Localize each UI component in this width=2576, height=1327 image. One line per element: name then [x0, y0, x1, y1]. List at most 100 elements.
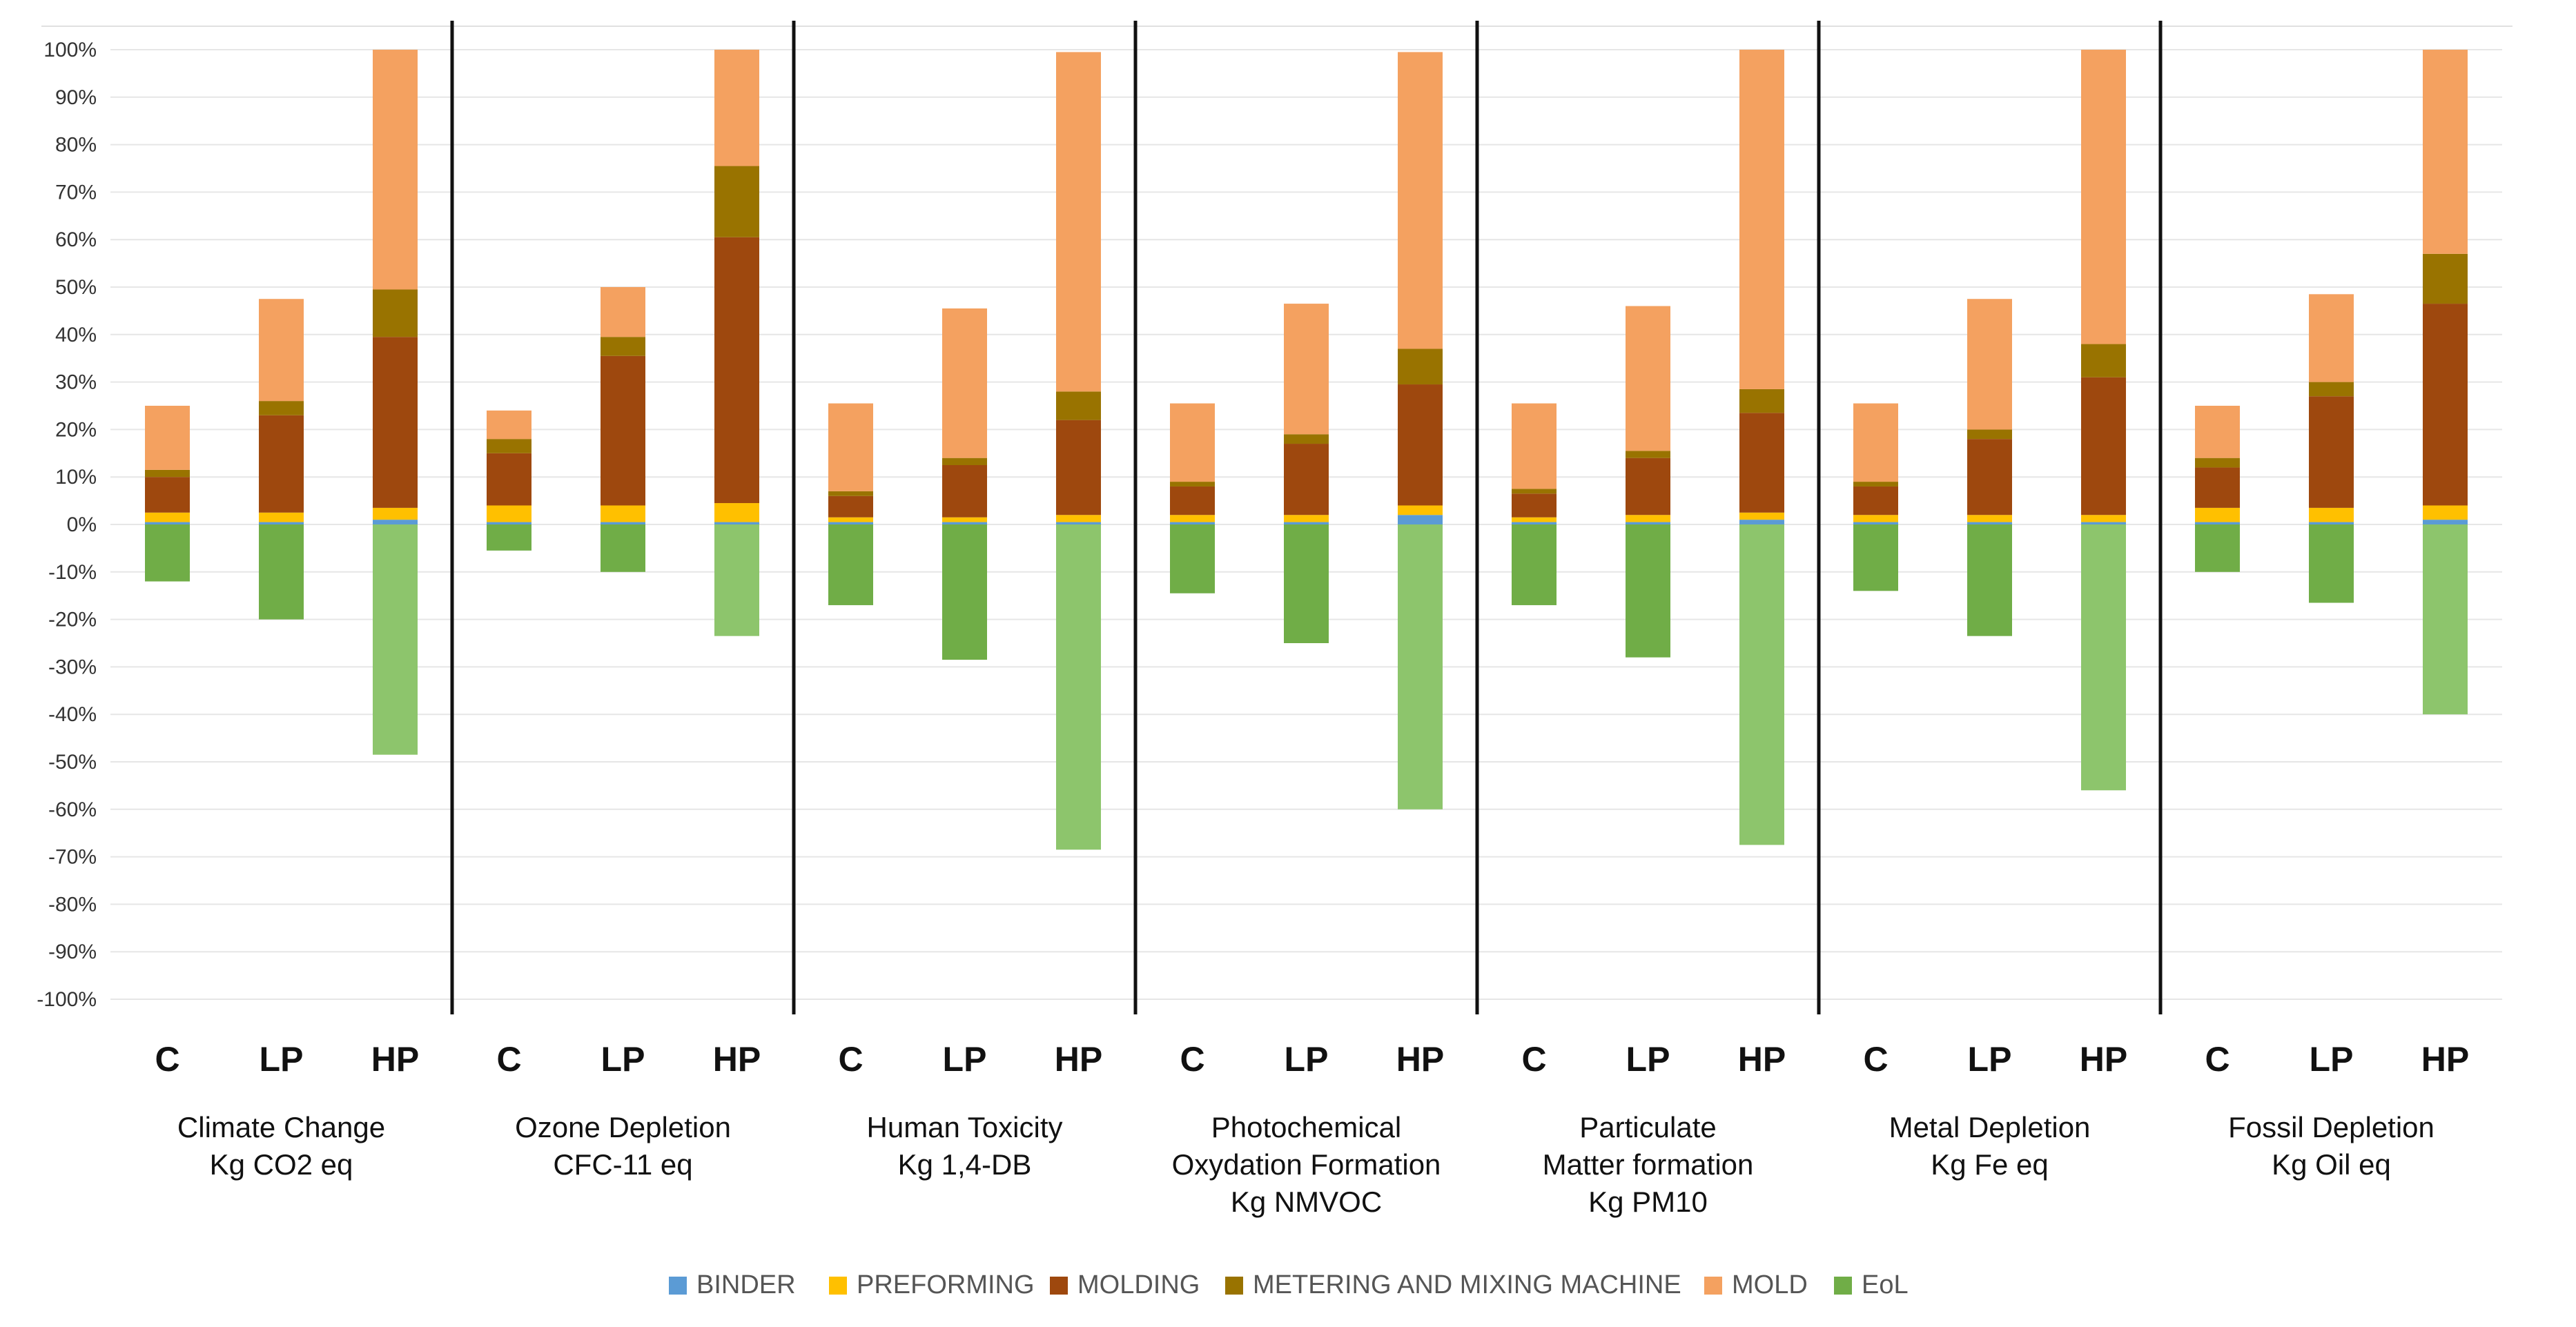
bar-segment-binder-lp: [942, 522, 987, 524]
legend-label-molding: MOLDING: [1077, 1270, 1200, 1299]
bar-segment-binder-lp: [259, 522, 304, 524]
category-label: LP: [1968, 1040, 2012, 1079]
bar-segment-eol-hp: [1398, 524, 1443, 809]
bar-segment-binder-lp: [2309, 522, 2354, 524]
category-label: C: [496, 1040, 521, 1079]
y-tick-label: -80%: [48, 893, 97, 916]
bar-segment-eol-lp: [942, 524, 987, 660]
bar-segment-eol-hp: [2423, 524, 2468, 715]
bar-segment-mold-lp: [942, 308, 987, 458]
y-tick-label: 50%: [55, 276, 97, 299]
bar-segment-preforming-hp: [714, 503, 759, 522]
bar-segment-binder-hp: [1056, 522, 1101, 524]
bar-segment-preforming-c: [2195, 507, 2240, 522]
group-title-line: Climate Change: [177, 1111, 385, 1143]
bar-segment-preforming-hp: [2081, 515, 2126, 522]
bar-segment-metering-and-mixing-machine-lp: [601, 337, 645, 356]
legend-swatch-eol: [1834, 1277, 1852, 1295]
group-title-line: Photochemical: [1211, 1111, 1401, 1143]
y-tick-label: -100%: [37, 988, 97, 1011]
bar-segment-eol-lp: [1626, 524, 1670, 658]
bar-segment-metering-and-mixing-machine-c: [1853, 482, 1898, 486]
legend-label-eol: EoL: [1862, 1270, 1909, 1299]
bar-segment-mold-hp: [1056, 52, 1101, 392]
bar-segment-molding-c: [487, 453, 531, 506]
category-label: LP: [1285, 1040, 1329, 1079]
bar-segment-metering-and-mixing-machine-lp: [1967, 429, 2012, 440]
bar-segment-molding-lp: [1284, 444, 1329, 515]
bar-segment-metering-and-mixing-machine-hp: [373, 289, 418, 337]
bar-segment-molding-hp: [1398, 384, 1443, 506]
bar-segment-binder-c: [1853, 522, 1898, 524]
bar-segment-molding-c: [828, 495, 873, 518]
bar-segment-preforming-hp: [1056, 515, 1101, 522]
legend-label-metering-and-mixing-machine: METERING AND MIXING MACHINE: [1253, 1270, 1681, 1299]
legend: BINDER PREFORMING MOLDING METERING AND MIXI…: [669, 1270, 1909, 1299]
bar-segment-eol-c: [1512, 524, 1557, 605]
bar-segment-molding-lp: [601, 355, 645, 506]
bar-segment-metering-and-mixing-machine-hp: [2423, 253, 2468, 304]
bar-segment-mold-hp: [1398, 52, 1443, 349]
category-label: LP: [601, 1040, 645, 1079]
bar-segment-metering-and-mixing-machine-c: [487, 439, 531, 453]
bar-segment-preforming-lp: [259, 512, 304, 522]
bar-segment-mold-c: [1853, 403, 1898, 482]
bar-segment-mold-lp: [259, 299, 304, 402]
bar-segment-molding-lp: [942, 465, 987, 518]
bar-segment-mold-lp: [1626, 306, 1670, 451]
bar-segment-eol-lp: [259, 524, 304, 620]
bar-segment-preforming-hp: [373, 507, 418, 520]
bar-segment-mold-hp: [373, 50, 418, 290]
bar-segment-eol-hp: [1739, 524, 1784, 845]
bar-segment-mold-c: [145, 406, 190, 470]
group-title-line: Kg 1,4-DB: [898, 1148, 1032, 1181]
bar-segment-preforming-lp: [1284, 515, 1329, 522]
y-tick-label: 90%: [55, 86, 97, 109]
bar-segment-metering-and-mixing-machine-hp: [2081, 344, 2126, 377]
bar-segment-molding-lp: [259, 415, 304, 513]
bar-segment-metering-and-mixing-machine-c: [828, 491, 873, 496]
bar-segment-preforming-c: [1170, 515, 1215, 522]
category-label: HP: [1055, 1040, 1102, 1079]
category-label: C: [838, 1040, 863, 1079]
bar-segment-eol-c: [1170, 524, 1215, 593]
bar-segment-molding-lp: [1967, 439, 2012, 515]
category-label: LP: [2310, 1040, 2354, 1079]
bar-segment-mold-c: [828, 403, 873, 491]
bar-segment-eol-c: [2195, 524, 2240, 572]
group-title-line: CFC-11 eq: [553, 1148, 692, 1181]
y-tick-label: 80%: [55, 134, 97, 157]
bar-segment-molding-hp: [2081, 377, 2126, 515]
bar-segment-mold-lp: [601, 287, 645, 337]
bar-segment-mold-c: [1170, 403, 1215, 482]
bar-segment-mold-hp: [2423, 50, 2468, 254]
bar-segment-molding-c: [145, 477, 190, 513]
bar-segment-eol-c: [487, 524, 531, 551]
bar-segment-binder-c: [145, 522, 190, 524]
category-label: LP: [943, 1040, 987, 1079]
bar-segment-molding-hp: [2423, 304, 2468, 506]
category-label: C: [2205, 1040, 2229, 1079]
bar-segment-preforming-lp: [1626, 515, 1670, 522]
bar-segment-metering-and-mixing-machine-lp: [259, 401, 304, 415]
group-title-line: Kg CO2 eq: [210, 1148, 353, 1181]
bar-segment-mold-lp: [1284, 304, 1329, 435]
y-tick-label: 40%: [55, 324, 97, 346]
bar-segment-binder-c: [487, 522, 531, 524]
group-title-line: Fossil Depletion: [2228, 1111, 2434, 1143]
bar-segment-preforming-c: [828, 517, 873, 522]
bar-segment-binder-lp: [601, 522, 645, 524]
legend-label-binder: BINDER: [696, 1270, 796, 1299]
y-tick-label: -10%: [48, 561, 97, 584]
bar-segment-preforming-hp: [2423, 505, 2468, 520]
bar-segment-mold-c: [1512, 403, 1557, 489]
bar-segment-binder-hp: [373, 520, 418, 524]
bar-segment-metering-and-mixing-machine-lp: [942, 458, 987, 465]
y-tick-label: 60%: [55, 228, 97, 251]
category-label: LP: [1626, 1040, 1670, 1079]
group-title-line: Metal Depletion: [1889, 1111, 2091, 1143]
y-tick-label: 10%: [55, 466, 97, 489]
bar-segment-metering-and-mixing-machine-hp: [714, 166, 759, 237]
